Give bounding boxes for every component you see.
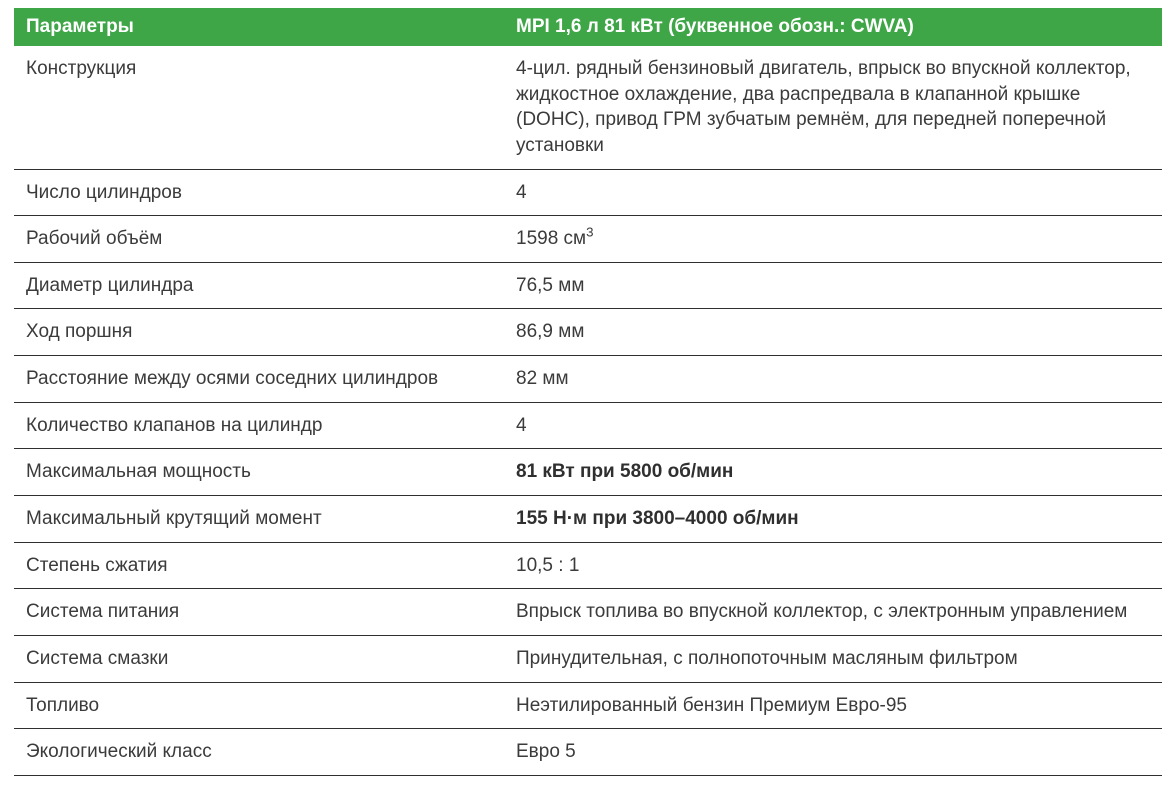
param-cell: Максимальный крутящий момент xyxy=(14,496,504,543)
value-text: 155 Н·м при 3800–4000 об/мин xyxy=(516,508,799,529)
param-cell: Расстояние между осями соседних цилиндро… xyxy=(14,356,504,403)
value-cell: 10,5 : 1 xyxy=(504,542,1162,589)
header-engine-variant: MPI 1,6 л 81 кВт (буквенное обозн.: CWVA… xyxy=(504,8,1162,46)
value-cell: Впрыск топлива во впускной коллектор, с … xyxy=(504,589,1162,636)
value-text: 86,9 мм xyxy=(516,321,584,342)
value-cell: 82 мм xyxy=(504,356,1162,403)
param-cell: Система смазки xyxy=(14,635,504,682)
value-cell: Евро 5 xyxy=(504,729,1162,776)
value-cell: 4 xyxy=(504,169,1162,216)
value-cell: 4-цил. рядный бензиновый двигатель, впры… xyxy=(504,46,1162,169)
value-text: Принудительная, с полнопоточным масляным… xyxy=(516,648,1018,669)
table-row: Количество клапанов на цилиндр 4 xyxy=(14,402,1162,449)
param-cell: Диаметр цилиндра xyxy=(14,262,504,309)
param-cell: Число цилиндров xyxy=(14,169,504,216)
spec-table: Параметры MPI 1,6 л 81 кВт (буквенное об… xyxy=(14,8,1162,776)
param-cell: Конструкция xyxy=(14,46,504,169)
table-row: Расстояние между осями соседних цилиндро… xyxy=(14,356,1162,403)
param-cell: Экологический класс xyxy=(14,729,504,776)
spec-table-header-row: Параметры MPI 1,6 л 81 кВт (буквенное об… xyxy=(14,8,1162,46)
table-row: Топливо Неэтилированный бензин Премиум Ев… xyxy=(14,682,1162,729)
spec-table-body: Конструкция4-цил. рядный бензиновый двиг… xyxy=(14,46,1162,775)
table-row: Максимальный крутящий момент 155 Н·м при … xyxy=(14,496,1162,543)
table-row: Число цилиндров 4 xyxy=(14,169,1162,216)
table-row: Ход поршня 86,9 мм xyxy=(14,309,1162,356)
spec-table-container: Параметры MPI 1,6 л 81 кВт (буквенное об… xyxy=(0,0,1176,796)
value-text: 4 xyxy=(516,182,527,203)
value-text: 76,5 мм xyxy=(516,275,584,296)
value-cell: 76,5 мм xyxy=(504,262,1162,309)
table-row: Степень сжатия 10,5 : 1 xyxy=(14,542,1162,589)
param-cell: Степень сжатия xyxy=(14,542,504,589)
value-cell: Принудительная, с полнопоточным масляным… xyxy=(504,635,1162,682)
value-cell: Неэтилированный бензин Премиум Евро-95 xyxy=(504,682,1162,729)
value-cell: 155 Н·м при 3800–4000 об/мин xyxy=(504,496,1162,543)
value-cell: 86,9 мм xyxy=(504,309,1162,356)
table-row: Экологический класс Евро 5 xyxy=(14,729,1162,776)
value-superscript: 3 xyxy=(586,225,593,240)
value-text: 4-цил. рядный бензиновый двигатель, впры… xyxy=(516,58,1131,156)
param-cell: Топливо xyxy=(14,682,504,729)
value-cell: 81 кВт при 5800 об/мин xyxy=(504,449,1162,496)
header-parameters: Параметры xyxy=(14,8,504,46)
param-cell: Рабочий объём xyxy=(14,216,504,263)
value-text: 81 кВт при 5800 об/мин xyxy=(516,461,733,482)
value-text: Евро 5 xyxy=(516,741,576,762)
value-cell: 1598 см3 xyxy=(504,216,1162,263)
table-row: Система питания Впрыск топлива во впускно… xyxy=(14,589,1162,636)
value-text: 1598 см xyxy=(516,228,586,249)
table-row: Диаметр цилиндра 76,5 мм xyxy=(14,262,1162,309)
param-cell: Система питания xyxy=(14,589,504,636)
param-cell: Максимальная мощность xyxy=(14,449,504,496)
value-text: Неэтилированный бензин Премиум Евро-95 xyxy=(516,695,907,716)
table-row: Конструкция4-цил. рядный бензиновый двиг… xyxy=(14,46,1162,169)
value-text: 10,5 : 1 xyxy=(516,555,579,576)
table-row: Максимальная мощность 81 кВт при 5800 об/… xyxy=(14,449,1162,496)
param-cell: Ход поршня xyxy=(14,309,504,356)
value-text: 4 xyxy=(516,415,527,436)
param-cell: Количество клапанов на цилиндр xyxy=(14,402,504,449)
value-text: 82 мм xyxy=(516,368,569,389)
value-cell: 4 xyxy=(504,402,1162,449)
value-text: Впрыск топлива во впускной коллектор, с … xyxy=(516,601,1127,622)
table-row: Рабочий объём1598 см3 xyxy=(14,216,1162,263)
table-row: Система смазки Принудительная, с полнопот… xyxy=(14,635,1162,682)
